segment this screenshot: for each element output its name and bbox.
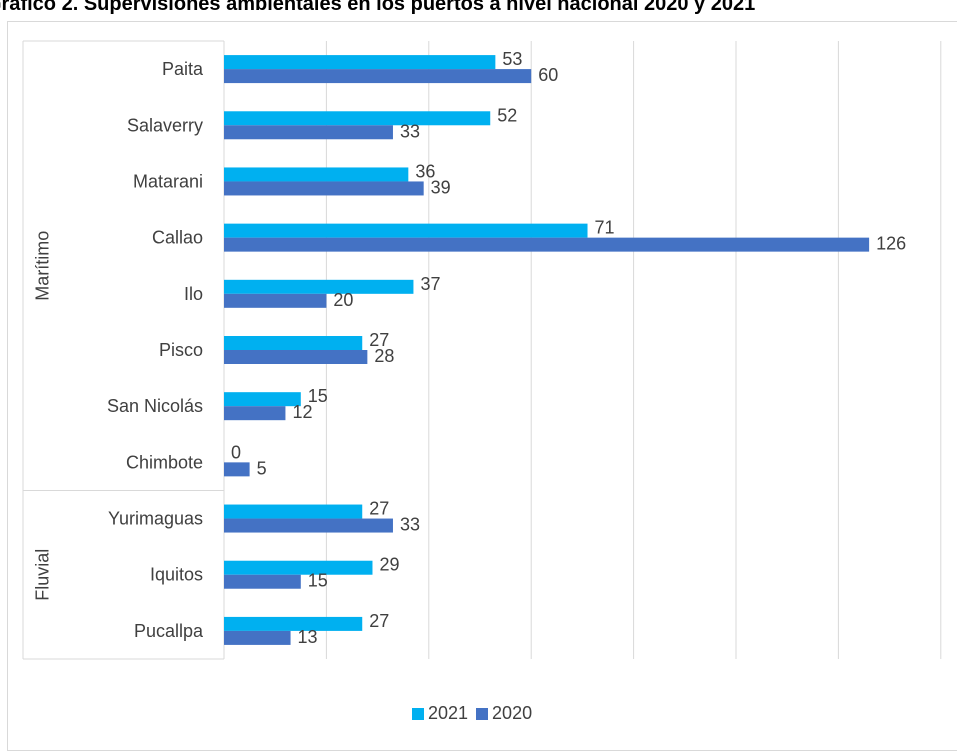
data-label-2021: 29 — [379, 555, 399, 575]
data-label-2021: 36 — [415, 161, 435, 181]
group-label: Marítimo — [33, 231, 53, 301]
data-label-2020: 60 — [538, 65, 558, 85]
bar-2021 — [224, 392, 301, 407]
legend: 2021 2020 — [412, 703, 540, 724]
legend-swatch — [476, 707, 489, 720]
category-label: San Nicolás — [107, 396, 203, 416]
data-label-2021: 27 — [369, 611, 389, 631]
bar-2020 — [224, 237, 870, 252]
bar-2020 — [224, 350, 368, 364]
bar-2021 — [224, 55, 496, 70]
bar-2020 — [224, 462, 250, 477]
bar-2020 — [224, 125, 393, 140]
bar-2021 — [224, 279, 414, 294]
legend-label: 2020 — [492, 703, 533, 723]
category-label: Chimbote — [126, 452, 203, 472]
category-label: Yurimaguas — [108, 509, 203, 529]
category-label: Callao — [152, 228, 203, 248]
data-label-2021: 27 — [369, 499, 389, 519]
legend-label: 2021 — [428, 703, 469, 723]
bar-2021 — [224, 336, 363, 350]
data-label-2021: 27 — [369, 330, 389, 350]
data-label-2020: 33 — [400, 121, 420, 141]
data-label-2020: 39 — [431, 177, 451, 197]
category-label: Iquitos — [150, 565, 203, 585]
legend-item-2021: 2021 — [412, 703, 468, 724]
bar-2021 — [224, 167, 409, 182]
data-label-2021: 71 — [595, 218, 615, 238]
bar-2021 — [224, 616, 363, 631]
category-label: Ilo — [184, 284, 203, 304]
bar-2021 — [224, 504, 363, 519]
chart-title: Gráfico 2. Supervisiones ambientales en … — [0, 0, 756, 15]
data-label-2021: 15 — [308, 386, 328, 406]
data-label-2020: 15 — [308, 571, 328, 591]
bar-2020 — [224, 69, 532, 84]
bar-2020 — [224, 630, 291, 645]
bar-2020 — [224, 181, 424, 196]
category-label: Pisco — [159, 340, 203, 360]
legend-item-2020: 2020 — [476, 703, 532, 724]
group-label: Fluvial — [33, 549, 53, 601]
bar-2021 — [224, 560, 373, 575]
bar-2020 — [224, 518, 393, 533]
data-label-2020: 20 — [333, 290, 353, 310]
data-label-2020: 33 — [400, 515, 420, 535]
bar-2020 — [224, 293, 327, 308]
legend-swatch — [412, 707, 424, 720]
data-label-2020: 12 — [292, 402, 312, 422]
bar-2021 — [224, 223, 588, 238]
bar-2021 — [224, 111, 491, 126]
category-label: Salaverry — [127, 115, 203, 135]
data-label-2021: 53 — [502, 49, 522, 69]
data-label-2020: 126 — [876, 234, 906, 254]
data-label-2020: 28 — [374, 346, 394, 366]
bar-2020 — [224, 574, 301, 589]
bar-2020 — [224, 406, 286, 421]
category-label: Pucallpa — [134, 621, 204, 641]
data-label-2020: 13 — [298, 627, 318, 647]
category-label: Paita — [162, 59, 204, 79]
category-label: Matarani — [133, 171, 203, 191]
data-label-2020: 5 — [257, 458, 267, 478]
data-label-2021: 37 — [420, 274, 440, 294]
data-label-2021: 0 — [231, 442, 241, 462]
data-label-2021: 52 — [497, 105, 517, 125]
